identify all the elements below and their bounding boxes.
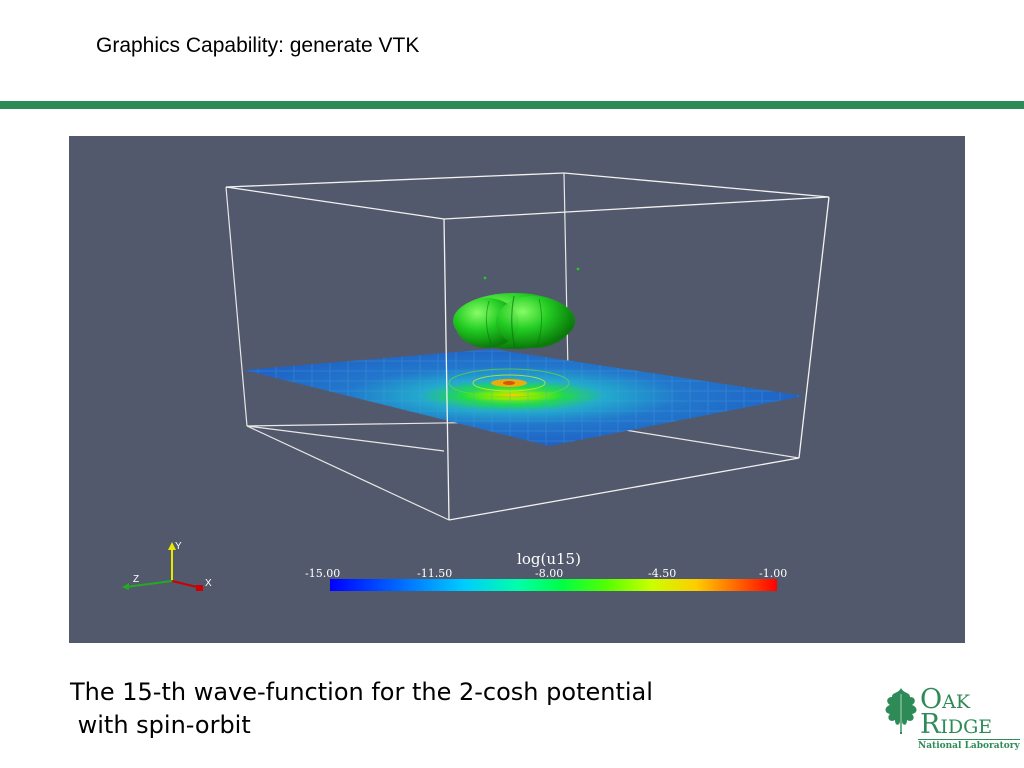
orientation-axes (122, 542, 203, 591)
ornl-logo: Oak Ridge National Laboratory (880, 684, 1020, 752)
logo-subtitle: National Laboratory (918, 739, 1020, 751)
colorbar-tick: -11.50 (417, 567, 453, 580)
render-scene (122, 172, 830, 591)
title-divider (0, 101, 1024, 109)
oak-leaf-icon (885, 688, 917, 734)
caption-line-2: with spin-orbit (70, 711, 251, 739)
colorbar-tick: -4.50 (648, 567, 677, 580)
logo-word-ridge: Ridge (920, 709, 993, 740)
colorbar-tick: -8.00 (535, 567, 564, 580)
axis-label-z: Z (133, 574, 140, 585)
axis-label-x: X (205, 578, 212, 589)
isosurface (453, 267, 580, 349)
figure-caption: The 15-th wave-function for the 2-cosh p… (70, 676, 653, 742)
slide-title: Graphics Capability: generate VTK (96, 34, 420, 57)
colorbar-title: log(u15) (517, 550, 581, 568)
logo-word-oak: Oak (920, 684, 971, 715)
colorbar-gradient (330, 579, 777, 591)
colorbar-tick: -1.00 (759, 567, 788, 580)
bounding-box-front (225, 172, 830, 521)
vtk-render-view[interactable]: Y X Z log(u15) -15.00 -11.50 -8.00 -4.50… (69, 136, 965, 643)
axis-label-y: Y (175, 541, 182, 552)
colorbar-tick: -15.00 (305, 567, 341, 580)
caption-line-1: The 15-th wave-function for the 2-cosh p… (70, 678, 653, 706)
